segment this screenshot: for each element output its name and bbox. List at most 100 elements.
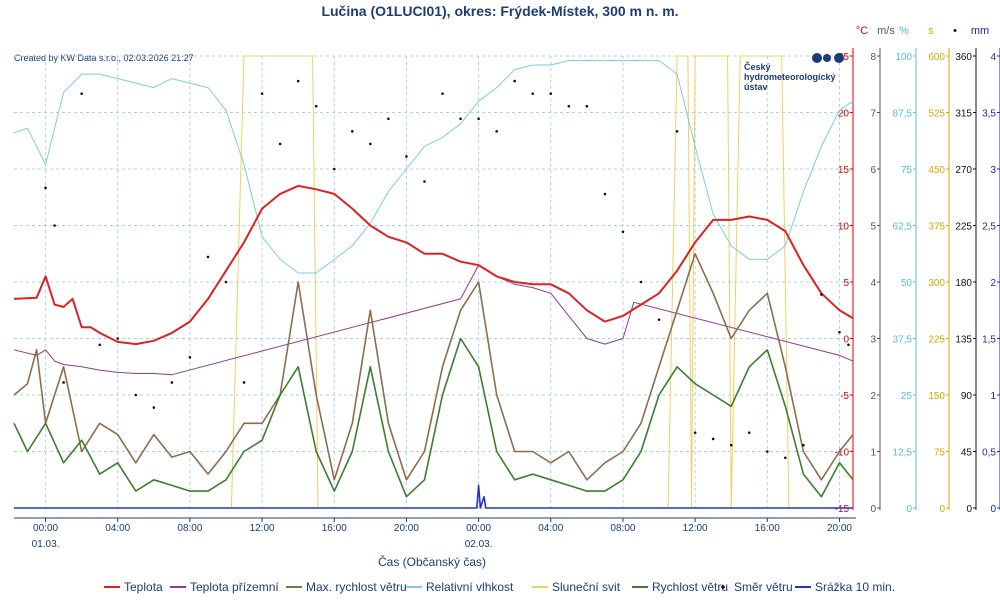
y-tick-label: 37,5 xyxy=(893,335,913,346)
y-tick-label: 90 xyxy=(961,391,973,402)
wind-direction-dot xyxy=(459,117,462,121)
y-tick-label: 0 xyxy=(870,504,876,515)
legend: Teplota Teplota přízemní Max. rychlost vět… xyxy=(104,580,895,594)
series-line xyxy=(13,337,854,498)
wind-direction-dot xyxy=(675,130,679,133)
x-axis-labels: 00:00 01.03. 04:00 08:00 12:00 16:00 20:00 00:0… xyxy=(32,518,852,550)
brand-line-3: ústav xyxy=(744,82,768,92)
y-tick-label: 0,5 xyxy=(982,448,996,459)
wind-direction-dot xyxy=(747,431,751,434)
series-line xyxy=(13,253,854,481)
wind-direction-dot xyxy=(802,443,805,447)
wind-direction-dot xyxy=(188,356,192,359)
legend-label: Směr větru xyxy=(734,580,793,594)
y-tick-label: 3 xyxy=(990,165,996,176)
series-line xyxy=(13,264,854,376)
y-tick-label: 1 xyxy=(870,448,876,459)
wind-direction-dot xyxy=(44,186,47,190)
y-tick-label: 5 xyxy=(843,278,849,289)
y-axis-unit: % xyxy=(899,25,909,37)
y-axis-unit: °C xyxy=(856,25,868,37)
wind-direction-dot xyxy=(621,230,625,234)
y-tick-label: 135 xyxy=(955,335,972,346)
y-tick-label: -10 xyxy=(835,448,850,459)
wind-direction-dot xyxy=(116,337,120,340)
logo-circle-1 xyxy=(812,53,822,63)
y-axis-labels: 2520151050-5-10-15°C876543210m/s10087,57… xyxy=(835,25,1000,515)
y-tick-label: 225 xyxy=(955,222,972,233)
x-tick-label: 12:00 xyxy=(683,523,708,534)
wind-direction-dot xyxy=(80,92,83,95)
chmi-logo: Český hydrometeorologický ústav xyxy=(744,53,844,92)
wind-direction-dot xyxy=(729,443,733,447)
wind-direction-dot xyxy=(693,431,697,434)
wind-direction-dot xyxy=(206,255,210,259)
x-date-label: 01.03. xyxy=(32,539,60,550)
brand-line-1: Český xyxy=(744,61,771,72)
wind-direction-dot xyxy=(278,142,282,146)
legend-label: Teplota přízemní xyxy=(190,580,279,594)
y-tick-label: 87,5 xyxy=(893,109,913,120)
y-tick-label: 7 xyxy=(870,109,876,120)
wind-direction-dot xyxy=(98,343,102,347)
wind-direction-dot xyxy=(387,117,390,121)
legend-marker xyxy=(721,585,725,589)
wind-direction-dot xyxy=(567,104,571,108)
y-tick-label: 8 xyxy=(870,52,876,63)
wind-direction-dot xyxy=(405,155,408,158)
y-tick-label: 450 xyxy=(928,165,945,176)
wind-direction-dots xyxy=(44,79,850,460)
wind-direction-dot xyxy=(260,92,264,95)
legend-label: Rychlost větru xyxy=(652,580,728,594)
y-tick-label: 0 xyxy=(990,504,996,515)
wind-direction-dot xyxy=(549,92,553,95)
grid-lines xyxy=(14,55,856,519)
y-tick-label: 12,5 xyxy=(893,448,913,459)
y-tick-label: 1 xyxy=(990,391,996,402)
y-tick-label: 25 xyxy=(901,391,913,402)
y-tick-label: 300 xyxy=(928,278,945,289)
y-tick-label: 5 xyxy=(870,222,876,233)
y-tick-label: 75 xyxy=(901,165,913,176)
y-tick-label: 75 xyxy=(934,448,946,459)
wind-direction-dot xyxy=(765,450,769,453)
y-tick-label: 4 xyxy=(990,52,996,63)
wind-direction-dot xyxy=(639,280,643,284)
legend-label: Teplota xyxy=(124,580,163,594)
wind-direction-dot xyxy=(513,79,516,83)
wind-direction-dot xyxy=(242,381,246,384)
y-tick-label: 62,5 xyxy=(893,222,913,233)
wind-direction-dot xyxy=(847,343,850,347)
x-tick-label: 08:00 xyxy=(177,523,202,534)
y-tick-label: 20 xyxy=(838,109,850,120)
legend-label: Srážka 10 min. xyxy=(815,580,895,594)
wind-direction-dot xyxy=(369,142,372,146)
wind-direction-dot xyxy=(531,92,535,95)
y-tick-label: 2,5 xyxy=(982,222,996,233)
logo-circle-3 xyxy=(834,53,844,63)
logo-circle-2 xyxy=(823,54,831,62)
y-tick-label: -5 xyxy=(840,391,849,402)
y-tick-label: -15 xyxy=(835,504,850,515)
chart-title: Lučina (O1LUCI01), okres: Frýdek-Místek,… xyxy=(321,3,678,19)
y-tick-label: 6 xyxy=(870,165,876,176)
wind-direction-dot xyxy=(332,167,336,171)
x-tick-label: 12:00 xyxy=(250,523,275,534)
x-tick-label: 20:00 xyxy=(394,523,419,534)
y-tick-label: 180 xyxy=(955,278,972,289)
y-tick-label: 10 xyxy=(838,222,850,233)
y-axis-unit: m/s xyxy=(877,25,895,37)
y-tick-label: 270 xyxy=(955,165,972,176)
y-tick-label: 100 xyxy=(895,52,912,63)
y-tick-label: 525 xyxy=(928,109,945,120)
x-tick-label: 04:00 xyxy=(538,523,563,534)
x-tick-label: 08:00 xyxy=(610,523,635,534)
wind-direction-dot xyxy=(53,224,56,227)
x-tick-label: 20:00 xyxy=(827,523,852,534)
y-tick-label: 15 xyxy=(838,165,850,176)
y-tick-label: 0 xyxy=(906,504,912,515)
plot-area xyxy=(13,55,854,509)
wind-direction-dot xyxy=(603,192,607,196)
y-tick-label: 0 xyxy=(966,504,972,515)
